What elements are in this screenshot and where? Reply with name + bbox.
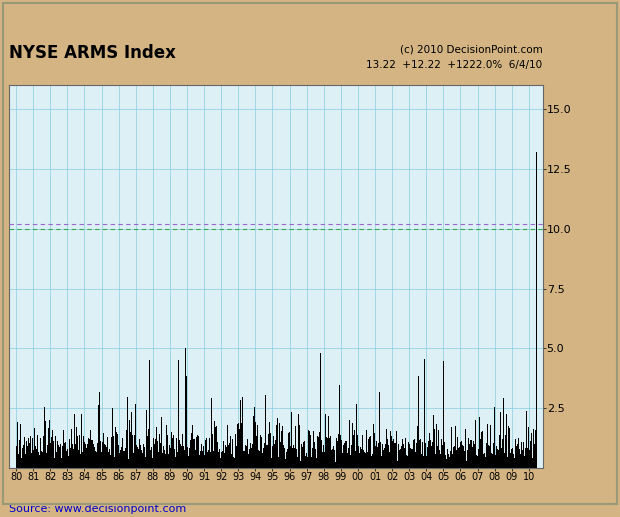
Text: Source: www.decisionpoint.com: Source: www.decisionpoint.com (9, 505, 187, 514)
Text: NYSE ARMS Index: NYSE ARMS Index (9, 44, 176, 62)
Text: 13.22  +12.22  +1222.0%  6/4/10: 13.22 +12.22 +1222.0% 6/4/10 (366, 60, 542, 70)
Text: (c) 2010 DecisionPoint.com: (c) 2010 DecisionPoint.com (400, 44, 542, 54)
